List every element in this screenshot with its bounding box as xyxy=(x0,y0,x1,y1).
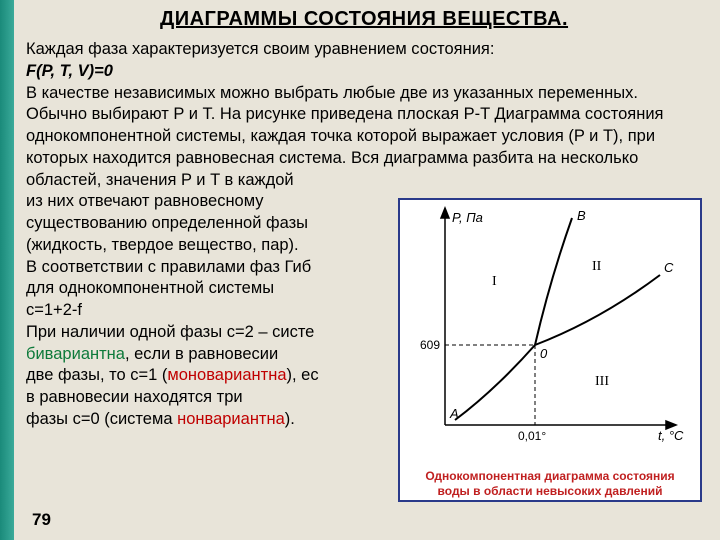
term-bivariant: бивариантна xyxy=(26,345,125,363)
line-d: В соответствии с правилами фаз Гиб xyxy=(26,258,311,276)
line-b: существованию определенной фазы xyxy=(26,214,308,232)
region-3: III xyxy=(595,374,609,389)
caption-line-2: воды в области невысоких давлений xyxy=(438,484,663,498)
caption-line-1: Однокомпонентная диаграмма состояния xyxy=(425,469,674,483)
line-c: (жидкость, твердое вещество, пар). xyxy=(26,236,299,254)
slide-title: ДИАГРАММЫ СОСТОЯНИЯ ВЕЩЕСТВА. xyxy=(26,8,702,31)
y-axis-label: P, Па xyxy=(452,210,483,225)
line-i-post: ), ес xyxy=(287,366,319,384)
line-g: При наличии одной фазы c=2 – систе xyxy=(26,323,314,341)
line-k-pre: фазы c=0 (система xyxy=(26,410,177,428)
line-i-pre: две фазы, то c=1 ( xyxy=(26,366,167,384)
line-a: из них отвечают равновесному xyxy=(26,192,264,210)
side-accent-bar xyxy=(0,0,14,540)
line-k-post: ). xyxy=(285,410,295,428)
line-e: для однокомпонентной системы xyxy=(26,279,274,297)
point-a: A xyxy=(449,406,459,421)
equation-of-state: F(P, T, V)=0 xyxy=(26,62,113,80)
term-monovariant: моновариантна xyxy=(167,366,286,384)
line-f: c=1+2-f xyxy=(26,301,82,319)
x-axis-label: t, °C xyxy=(658,428,684,443)
point-o: 0 xyxy=(540,346,548,361)
term-nonvariant: нонвариантна xyxy=(177,410,285,428)
chart-caption: Однокомпонентная диаграмма состояния вод… xyxy=(400,469,700,498)
point-b: B xyxy=(577,208,586,223)
page-number: 79 xyxy=(32,510,51,530)
x-tick-001: 0,01° xyxy=(518,429,546,443)
point-c: C xyxy=(664,260,674,275)
line-h-post: , если в равновесии xyxy=(125,345,278,363)
region-2: II xyxy=(592,259,602,274)
line-j: в равновесии находятся три xyxy=(26,388,243,406)
para-1: Каждая фаза характеризуется своим уравне… xyxy=(26,40,494,58)
region-1: I xyxy=(492,274,497,289)
phase-diagram-chart: P, Па t, °C 609 0,01° I II III A B C 0 О… xyxy=(398,198,702,502)
y-tick-609: 609 xyxy=(420,338,440,352)
para-2: В качестве независимых можно выбрать люб… xyxy=(26,84,663,189)
phase-diagram-svg: P, Па t, °C 609 0,01° I II III A B C 0 xyxy=(400,200,696,456)
